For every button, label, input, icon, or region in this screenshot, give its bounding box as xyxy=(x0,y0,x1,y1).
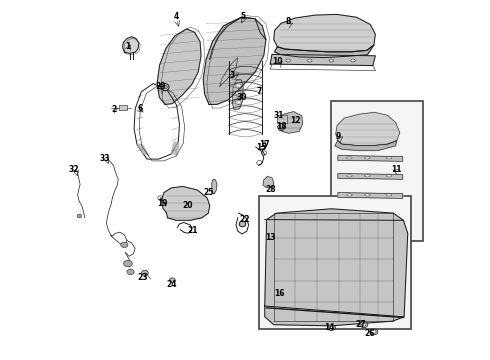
Text: 27: 27 xyxy=(355,320,366,329)
Ellipse shape xyxy=(123,260,132,267)
Ellipse shape xyxy=(329,326,334,329)
Polygon shape xyxy=(137,144,148,155)
Text: 30: 30 xyxy=(236,93,246,102)
Ellipse shape xyxy=(365,194,370,196)
Ellipse shape xyxy=(308,59,312,62)
Polygon shape xyxy=(338,174,403,179)
Ellipse shape xyxy=(365,157,370,159)
Text: 16: 16 xyxy=(274,289,285,298)
Text: 22: 22 xyxy=(240,215,250,224)
Bar xyxy=(236,101,241,104)
Text: 2: 2 xyxy=(111,105,116,114)
Ellipse shape xyxy=(347,175,352,177)
Bar xyxy=(236,84,241,87)
Text: 29: 29 xyxy=(155,82,166,91)
Ellipse shape xyxy=(127,269,134,275)
Text: 20: 20 xyxy=(182,201,193,210)
Text: 11: 11 xyxy=(391,165,401,174)
Text: 18: 18 xyxy=(276,122,286,131)
Text: 1: 1 xyxy=(125,42,131,51)
Ellipse shape xyxy=(286,59,291,62)
Text: 14: 14 xyxy=(324,323,335,332)
Text: 28: 28 xyxy=(265,185,275,194)
Ellipse shape xyxy=(121,242,128,248)
Polygon shape xyxy=(270,54,375,66)
Polygon shape xyxy=(157,29,201,104)
Ellipse shape xyxy=(360,322,368,328)
Polygon shape xyxy=(338,156,403,161)
Polygon shape xyxy=(280,112,303,133)
Ellipse shape xyxy=(386,175,392,177)
Polygon shape xyxy=(263,176,274,188)
Text: 8: 8 xyxy=(286,17,291,26)
Ellipse shape xyxy=(362,323,366,326)
Ellipse shape xyxy=(327,325,335,330)
Text: 31: 31 xyxy=(274,111,285,120)
Text: 24: 24 xyxy=(166,280,176,289)
Ellipse shape xyxy=(372,330,376,333)
Bar xyxy=(119,105,127,110)
Ellipse shape xyxy=(386,194,392,196)
Polygon shape xyxy=(232,79,243,110)
Polygon shape xyxy=(335,140,397,150)
Text: 19: 19 xyxy=(157,199,168,208)
Ellipse shape xyxy=(239,221,245,227)
Ellipse shape xyxy=(351,59,355,62)
Ellipse shape xyxy=(77,214,81,218)
Ellipse shape xyxy=(161,84,169,91)
Text: 26: 26 xyxy=(364,328,374,338)
Text: 9: 9 xyxy=(336,132,341,141)
Polygon shape xyxy=(265,209,408,326)
Text: 25: 25 xyxy=(204,188,214,197)
Polygon shape xyxy=(162,186,210,220)
Text: 15: 15 xyxy=(256,143,267,152)
Ellipse shape xyxy=(365,175,370,177)
Ellipse shape xyxy=(347,157,352,159)
Polygon shape xyxy=(274,14,375,52)
Text: 12: 12 xyxy=(290,116,301,125)
Text: 13: 13 xyxy=(265,233,275,242)
Bar xyxy=(331,101,423,241)
Polygon shape xyxy=(203,17,266,104)
Polygon shape xyxy=(122,37,139,53)
Ellipse shape xyxy=(370,329,378,335)
Ellipse shape xyxy=(142,270,148,275)
Text: 10: 10 xyxy=(272,57,283,66)
Polygon shape xyxy=(274,45,374,58)
Text: 23: 23 xyxy=(137,273,147,282)
Ellipse shape xyxy=(170,278,175,282)
Bar xyxy=(259,196,411,329)
Bar xyxy=(236,92,241,95)
Ellipse shape xyxy=(163,85,167,89)
Bar xyxy=(277,115,288,123)
Text: 17: 17 xyxy=(260,140,270,149)
Text: 3: 3 xyxy=(230,71,235,80)
Polygon shape xyxy=(171,142,179,155)
Text: 33: 33 xyxy=(99,154,110,163)
Ellipse shape xyxy=(347,194,352,196)
Polygon shape xyxy=(336,112,400,145)
Polygon shape xyxy=(338,193,403,198)
Ellipse shape xyxy=(329,59,334,62)
Text: 7: 7 xyxy=(257,87,262,96)
Text: 5: 5 xyxy=(241,12,246,21)
Text: 6: 6 xyxy=(138,104,143,113)
Text: 4: 4 xyxy=(174,12,179,21)
Text: 21: 21 xyxy=(188,226,198,235)
Text: 32: 32 xyxy=(69,165,79,174)
Polygon shape xyxy=(212,179,217,194)
Ellipse shape xyxy=(386,157,392,159)
